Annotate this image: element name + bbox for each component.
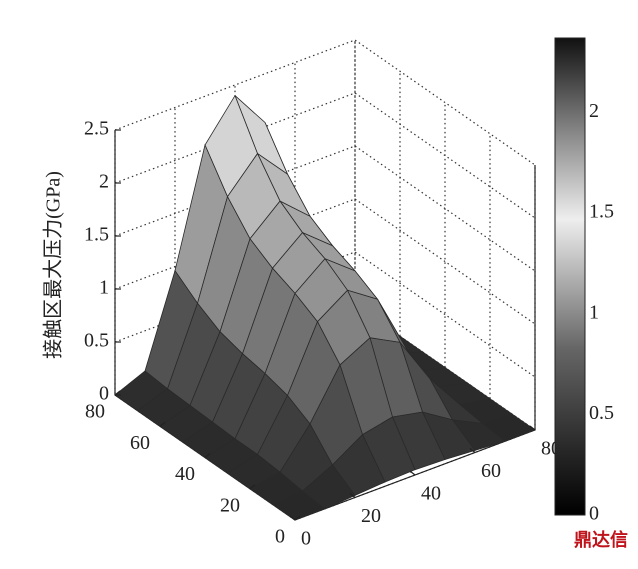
y-tick-label: 0 <box>275 526 285 548</box>
x-tick <box>469 448 476 453</box>
y-tick <box>249 484 256 490</box>
x-tick <box>529 425 536 431</box>
y-tick <box>114 390 121 396</box>
colorbar-tick-label: 2 <box>589 100 599 122</box>
z-tick-label: 2.5 <box>84 118 109 140</box>
z-tick-label: 2 <box>99 171 109 193</box>
grid-line <box>249 133 491 490</box>
y-tick-label: 60 <box>130 432 150 454</box>
surface <box>114 94 536 521</box>
x-tick-label: 40 <box>421 483 441 505</box>
y-tick <box>204 453 211 458</box>
watermark: 鼎达信 <box>574 529 628 551</box>
x-tick <box>349 493 356 498</box>
z-tick-label: 1.5 <box>84 224 109 246</box>
x-tick <box>289 515 296 521</box>
grid-line <box>204 102 446 459</box>
y-tick-label: 80 <box>85 401 105 423</box>
z-tick-label: 0.5 <box>84 330 109 352</box>
colorbar <box>554 37 586 516</box>
x-tick <box>409 470 416 476</box>
x-tick-label: 60 <box>481 460 501 482</box>
colorbar-tick-label: 0.5 <box>589 402 614 424</box>
x-tick-label: 0 <box>301 528 311 550</box>
colorbar-tick-label: 0 <box>589 503 599 525</box>
x-tick-label: 20 <box>361 505 381 527</box>
grid-line <box>159 71 401 427</box>
grid-line <box>114 39 536 166</box>
colorbar-tick-label: 1.5 <box>589 201 614 223</box>
y-tick-label: 20 <box>220 494 240 516</box>
z-tick-label: 1 <box>99 277 109 299</box>
colorbar-tick-label: 1 <box>589 301 599 323</box>
y-tick-label: 40 <box>175 463 195 485</box>
z-tick-label: 0 <box>99 383 109 405</box>
y-tick <box>159 421 166 427</box>
z-axis-label: 接触区最大压力(GPa) <box>42 171 65 359</box>
grid-line <box>114 40 356 396</box>
grid-line <box>114 92 536 219</box>
surface-patch <box>271 490 326 521</box>
y-tick <box>294 515 301 521</box>
